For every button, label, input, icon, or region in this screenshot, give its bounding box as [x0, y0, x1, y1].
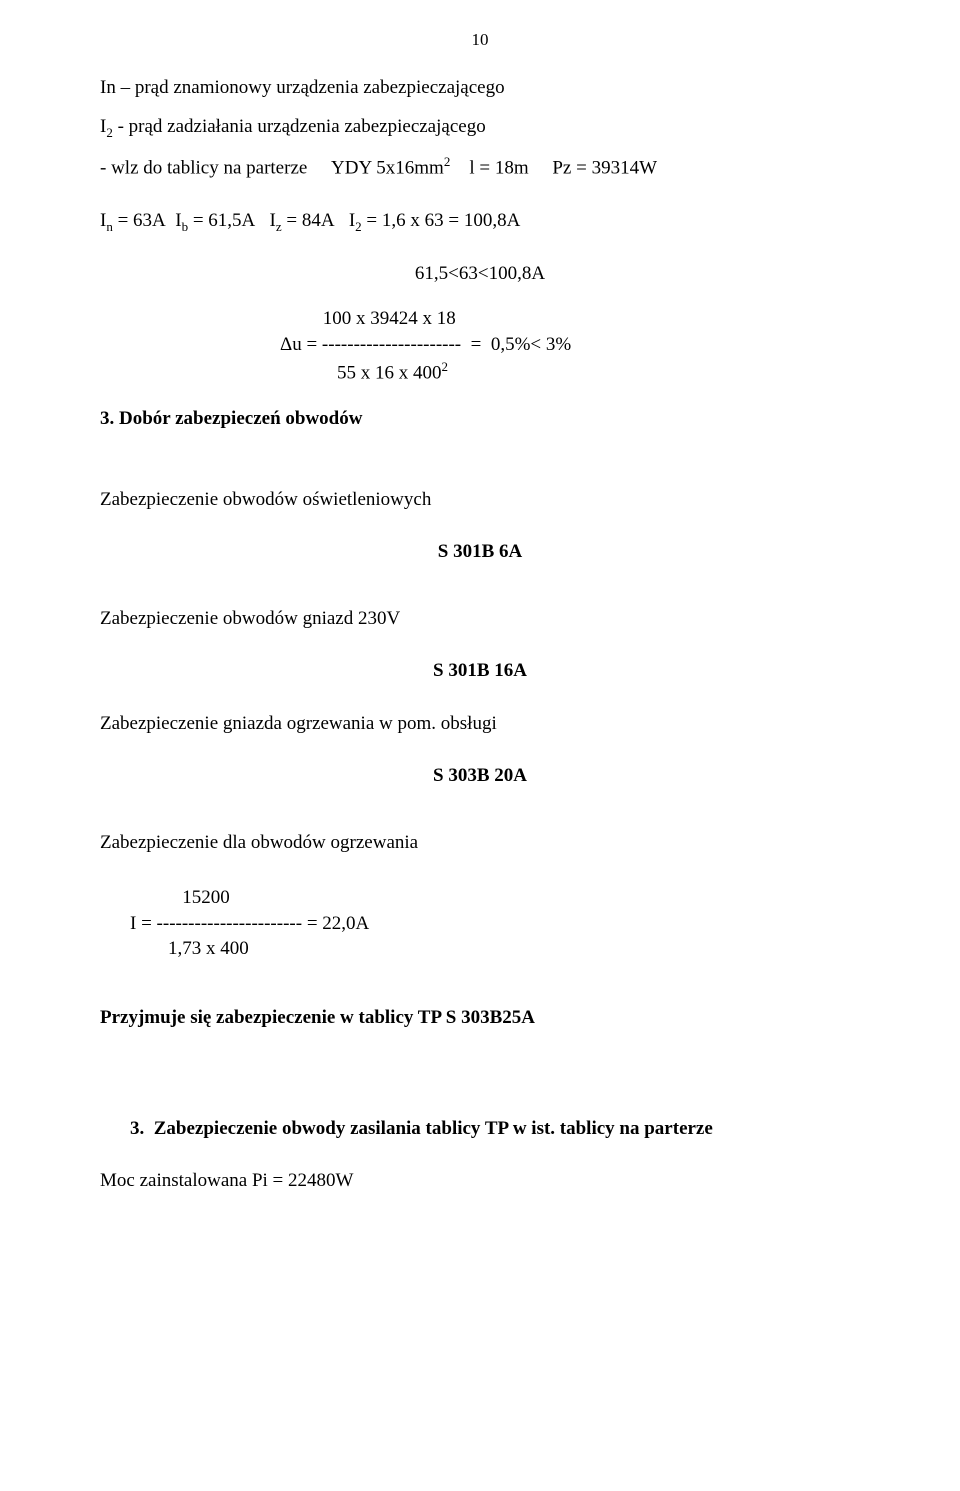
def-in: In – prąd znamionowy urządzenia zabezpie… — [100, 74, 860, 103]
document-page: 10 In – prąd znamionowy urządzenia zabez… — [0, 0, 960, 1491]
protection-sockets-230v: Zabezpieczenie obwodów gniazd 230V — [100, 605, 860, 634]
item-3-tp: 3. Zabezpieczenie obwody zasilania tabli… — [130, 1115, 860, 1144]
fuse-s301b-16a: S 301B 16A — [100, 657, 860, 686]
fuse-s301b-6a: S 301B 6A — [100, 538, 860, 567]
formula-main: Δu = ---------------------- = 0,5%< 3% — [280, 332, 860, 358]
currents-line: In = 63A Ib = 61,5A Iz = 84A I2 = 1,6 x … — [100, 207, 860, 236]
fuse-s303b-20a: S 303B 20A — [100, 762, 860, 791]
calc-numerator: 15200 — [130, 885, 860, 911]
formula-numerator: 100 x 39424 x 18 — [280, 306, 860, 332]
formula-denominator: 55 x 16 x 4002 — [280, 358, 860, 386]
section-3-heading: 3. Dobór zabezpieczeń obwodów — [100, 408, 860, 430]
wlz-line: - wlz do tablicy na parterze YDY 5x16mm2… — [100, 152, 860, 183]
page-number: 10 — [100, 30, 860, 50]
protection-lighting: Zabezpieczenie obwodów oświetleniowych — [100, 486, 860, 515]
protection-heating-socket: Zabezpieczenie gniazda ogrzewania w pom.… — [100, 710, 860, 739]
calc-main: I = ----------------------- = 22,0A — [130, 911, 860, 937]
protection-heating-circuits: Zabezpieczenie dla obwodów ogrzewania — [100, 829, 860, 858]
calc-denominator: 1,73 x 400 — [130, 936, 860, 962]
delta-u-formula: 100 x 39424 x 18 Δu = ------------------… — [280, 306, 860, 385]
adopted-protection: Przyjmuje się zabezpieczenie w tablicy T… — [100, 1004, 860, 1033]
current-calc: 15200 I = ----------------------- = 22,0… — [130, 885, 860, 962]
installed-power: Moc zainstalowana Pi = 22480W — [100, 1167, 860, 1196]
def-i2: I2 - prąd zadziałania urządzenia zabezpi… — [100, 113, 860, 142]
inequality: 61,5<63<100,8A — [100, 260, 860, 289]
